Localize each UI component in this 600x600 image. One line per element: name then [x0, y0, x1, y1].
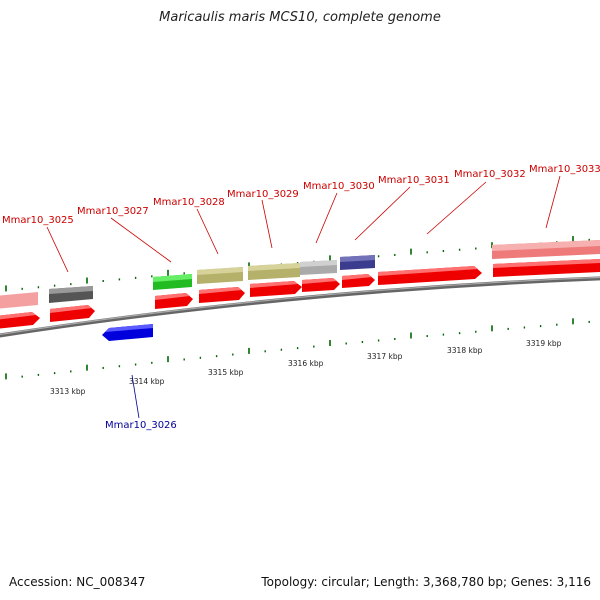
gene-label-3030: Mmar10_3030	[303, 181, 375, 192]
gene-label-3033: Mmar10_3033	[529, 164, 600, 175]
leader-line-3030	[315, 192, 338, 244]
cog-block-3025	[0, 292, 38, 309]
gene-label-3029: Mmar10_3029	[227, 189, 299, 200]
kbp-label: 3313 kbp	[50, 387, 86, 396]
leader-line-3026	[131, 374, 140, 419]
kbp-label: 3314 kbp	[129, 377, 165, 386]
genome-title: Maricaulis maris MCS10, complete genome	[159, 10, 441, 25]
kbp-label: 3315 kbp	[208, 368, 244, 377]
kbp-label: 3318 kbp	[447, 346, 483, 355]
leader-line-3028	[196, 208, 219, 255]
kbp-scale: 3313 kbp 3314 kbp 3315 kbp 3316 kbp 3317…	[50, 339, 562, 396]
gene-label-3028: Mmar10_3028	[153, 197, 225, 208]
accession-label: Accession: NC_008347	[9, 575, 146, 589]
leader-line-3032	[426, 181, 487, 235]
gene-label-3025: Mmar10_3025	[2, 215, 74, 226]
gene-label-3027: Mmar10_3027	[77, 206, 149, 217]
gene-label-3026: Mmar10_3026	[105, 420, 177, 431]
inner-tick-ring	[5, 318, 590, 380]
forward-cds-track	[0, 259, 600, 329]
genome-info-label: Topology: circular; Length: 3,368,780 bp…	[261, 575, 591, 589]
gene-labels: Mmar10_3025 Mmar10_3027 Mmar10_3028 Mmar…	[2, 164, 600, 431]
leader-line-3033	[545, 175, 561, 229]
leader-line-3029	[261, 199, 273, 249]
gene-label-3031: Mmar10_3031	[378, 175, 450, 186]
leader-line-3027	[110, 217, 172, 263]
leader-line-3025	[46, 226, 69, 273]
reverse-cds-track	[102, 324, 153, 341]
cog-track	[0, 240, 600, 309]
leader-line-3031	[354, 186, 411, 241]
kbp-label: 3317 kbp	[367, 352, 403, 361]
label-leaders	[46, 175, 561, 419]
kbp-label: 3319 kbp	[526, 339, 562, 348]
kbp-label: 3316 kbp	[288, 359, 324, 368]
genome-backbone	[0, 276, 600, 338]
gene-label-3032: Mmar10_3032	[454, 169, 526, 180]
